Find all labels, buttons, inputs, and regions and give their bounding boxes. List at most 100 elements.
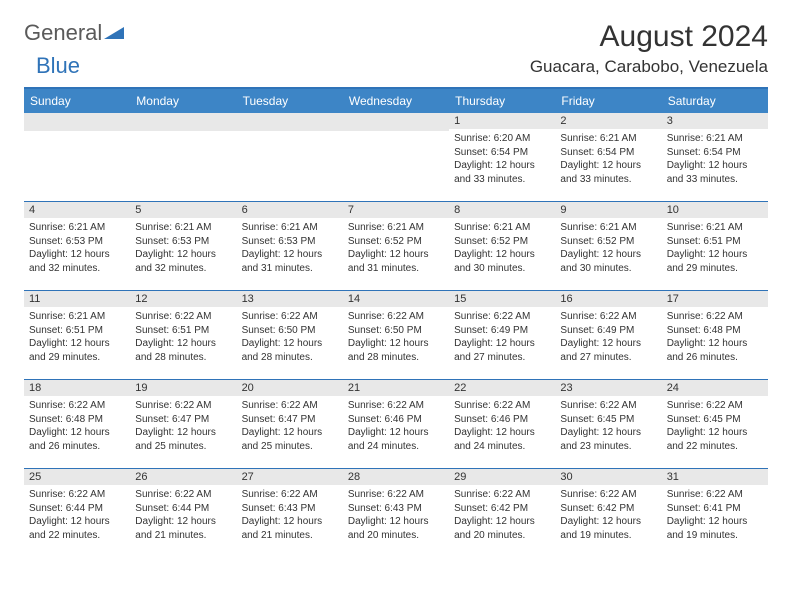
sunset-line: Sunset: 6:53 PM <box>242 235 338 249</box>
day-number: 14 <box>343 291 449 307</box>
weekday-header-cell: Monday <box>130 89 236 113</box>
day-number: 9 <box>555 202 661 218</box>
daylight-line: Daylight: 12 hours and 32 minutes. <box>29 248 125 275</box>
day-number: 8 <box>449 202 555 218</box>
sunrise-line: Sunrise: 6:21 AM <box>29 221 125 235</box>
daylight-line: Daylight: 12 hours and 28 minutes. <box>348 337 444 364</box>
daylight-line: Daylight: 12 hours and 32 minutes. <box>135 248 231 275</box>
day-details: Sunrise: 6:21 AMSunset: 6:53 PMDaylight:… <box>24 218 130 281</box>
day-number <box>343 113 449 131</box>
day-number: 11 <box>24 291 130 307</box>
calendar-day-cell: 7Sunrise: 6:21 AMSunset: 6:52 PMDaylight… <box>343 202 449 290</box>
sunset-line: Sunset: 6:47 PM <box>135 413 231 427</box>
day-number: 22 <box>449 380 555 396</box>
calendar-week-row: 25Sunrise: 6:22 AMSunset: 6:44 PMDayligh… <box>24 468 768 557</box>
daylight-line: Daylight: 12 hours and 28 minutes. <box>135 337 231 364</box>
day-number: 1 <box>449 113 555 129</box>
sunset-line: Sunset: 6:44 PM <box>29 502 125 516</box>
weekday-header-cell: Sunday <box>24 89 130 113</box>
sunrise-line: Sunrise: 6:22 AM <box>560 488 656 502</box>
daylight-line: Daylight: 12 hours and 21 minutes. <box>242 515 338 542</box>
daylight-line: Daylight: 12 hours and 30 minutes. <box>454 248 550 275</box>
day-details: Sunrise: 6:22 AMSunset: 6:45 PMDaylight:… <box>555 396 661 459</box>
sunset-line: Sunset: 6:52 PM <box>348 235 444 249</box>
weekday-header-cell: Friday <box>555 89 661 113</box>
sunrise-line: Sunrise: 6:22 AM <box>454 399 550 413</box>
calendar-day-cell: 2Sunrise: 6:21 AMSunset: 6:54 PMDaylight… <box>555 113 661 201</box>
calendar-day-cell: 28Sunrise: 6:22 AMSunset: 6:43 PMDayligh… <box>343 469 449 557</box>
logo-triangle-icon <box>104 25 126 41</box>
calendar-day-cell: 19Sunrise: 6:22 AMSunset: 6:47 PMDayligh… <box>130 380 236 468</box>
weekday-header-cell: Wednesday <box>343 89 449 113</box>
sunset-line: Sunset: 6:43 PM <box>242 502 338 516</box>
calendar-week-row: 18Sunrise: 6:22 AMSunset: 6:48 PMDayligh… <box>24 379 768 468</box>
sunset-line: Sunset: 6:45 PM <box>667 413 763 427</box>
calendar-day-cell: 26Sunrise: 6:22 AMSunset: 6:44 PMDayligh… <box>130 469 236 557</box>
day-details: Sunrise: 6:22 AMSunset: 6:48 PMDaylight:… <box>662 307 768 370</box>
calendar-day-cell <box>130 113 236 201</box>
daylight-line: Daylight: 12 hours and 19 minutes. <box>560 515 656 542</box>
sunset-line: Sunset: 6:54 PM <box>560 146 656 160</box>
calendar-day-cell: 18Sunrise: 6:22 AMSunset: 6:48 PMDayligh… <box>24 380 130 468</box>
calendar-day-cell: 27Sunrise: 6:22 AMSunset: 6:43 PMDayligh… <box>237 469 343 557</box>
sunset-line: Sunset: 6:46 PM <box>454 413 550 427</box>
daylight-line: Daylight: 12 hours and 25 minutes. <box>135 426 231 453</box>
sunrise-line: Sunrise: 6:22 AM <box>667 488 763 502</box>
calendar-day-cell: 5Sunrise: 6:21 AMSunset: 6:53 PMDaylight… <box>130 202 236 290</box>
day-details: Sunrise: 6:21 AMSunset: 6:54 PMDaylight:… <box>555 129 661 192</box>
sunset-line: Sunset: 6:52 PM <box>560 235 656 249</box>
day-details: Sunrise: 6:21 AMSunset: 6:51 PMDaylight:… <box>24 307 130 370</box>
calendar-week-row: 1Sunrise: 6:20 AMSunset: 6:54 PMDaylight… <box>24 113 768 201</box>
sunrise-line: Sunrise: 6:22 AM <box>454 310 550 324</box>
daylight-line: Daylight: 12 hours and 33 minutes. <box>667 159 763 186</box>
sunset-line: Sunset: 6:41 PM <box>667 502 763 516</box>
daylight-line: Daylight: 12 hours and 25 minutes. <box>242 426 338 453</box>
sunset-line: Sunset: 6:48 PM <box>29 413 125 427</box>
calendar-day-cell: 15Sunrise: 6:22 AMSunset: 6:49 PMDayligh… <box>449 291 555 379</box>
day-details: Sunrise: 6:22 AMSunset: 6:45 PMDaylight:… <box>662 396 768 459</box>
sunset-line: Sunset: 6:51 PM <box>135 324 231 338</box>
day-details: Sunrise: 6:22 AMSunset: 6:50 PMDaylight:… <box>343 307 449 370</box>
calendar-day-cell: 12Sunrise: 6:22 AMSunset: 6:51 PMDayligh… <box>130 291 236 379</box>
sunrise-line: Sunrise: 6:22 AM <box>348 310 444 324</box>
sunrise-line: Sunrise: 6:21 AM <box>667 221 763 235</box>
calendar-day-cell <box>237 113 343 201</box>
day-details: Sunrise: 6:22 AMSunset: 6:47 PMDaylight:… <box>130 396 236 459</box>
day-number: 24 <box>662 380 768 396</box>
day-number: 16 <box>555 291 661 307</box>
sunset-line: Sunset: 6:54 PM <box>454 146 550 160</box>
day-details: Sunrise: 6:22 AMSunset: 6:43 PMDaylight:… <box>343 485 449 548</box>
day-number: 13 <box>237 291 343 307</box>
sunrise-line: Sunrise: 6:22 AM <box>560 399 656 413</box>
day-number <box>24 113 130 131</box>
month-title: August 2024 <box>530 20 768 53</box>
day-details: Sunrise: 6:21 AMSunset: 6:52 PMDaylight:… <box>555 218 661 281</box>
day-details: Sunrise: 6:22 AMSunset: 6:46 PMDaylight:… <box>449 396 555 459</box>
sunrise-line: Sunrise: 6:22 AM <box>454 488 550 502</box>
calendar-body: 1Sunrise: 6:20 AMSunset: 6:54 PMDaylight… <box>24 113 768 557</box>
logo-word2: Blue <box>36 53 80 78</box>
daylight-line: Daylight: 12 hours and 22 minutes. <box>29 515 125 542</box>
sunrise-line: Sunrise: 6:22 AM <box>242 399 338 413</box>
sunrise-line: Sunrise: 6:21 AM <box>667 132 763 146</box>
calendar-day-cell: 30Sunrise: 6:22 AMSunset: 6:42 PMDayligh… <box>555 469 661 557</box>
daylight-line: Daylight: 12 hours and 20 minutes. <box>348 515 444 542</box>
sunset-line: Sunset: 6:43 PM <box>348 502 444 516</box>
sunset-line: Sunset: 6:46 PM <box>348 413 444 427</box>
daylight-line: Daylight: 12 hours and 22 minutes. <box>667 426 763 453</box>
calendar-day-cell: 9Sunrise: 6:21 AMSunset: 6:52 PMDaylight… <box>555 202 661 290</box>
calendar-week-row: 11Sunrise: 6:21 AMSunset: 6:51 PMDayligh… <box>24 290 768 379</box>
day-details: Sunrise: 6:22 AMSunset: 6:46 PMDaylight:… <box>343 396 449 459</box>
daylight-line: Daylight: 12 hours and 26 minutes. <box>667 337 763 364</box>
sunrise-line: Sunrise: 6:22 AM <box>29 488 125 502</box>
calendar-day-cell: 21Sunrise: 6:22 AMSunset: 6:46 PMDayligh… <box>343 380 449 468</box>
calendar-day-cell: 23Sunrise: 6:22 AMSunset: 6:45 PMDayligh… <box>555 380 661 468</box>
calendar-day-cell: 31Sunrise: 6:22 AMSunset: 6:41 PMDayligh… <box>662 469 768 557</box>
day-details: Sunrise: 6:22 AMSunset: 6:47 PMDaylight:… <box>237 396 343 459</box>
calendar-day-cell: 10Sunrise: 6:21 AMSunset: 6:51 PMDayligh… <box>662 202 768 290</box>
day-details: Sunrise: 6:21 AMSunset: 6:51 PMDaylight:… <box>662 218 768 281</box>
sunset-line: Sunset: 6:51 PM <box>29 324 125 338</box>
sunrise-line: Sunrise: 6:22 AM <box>242 310 338 324</box>
sunrise-line: Sunrise: 6:22 AM <box>29 399 125 413</box>
sunrise-line: Sunrise: 6:22 AM <box>135 488 231 502</box>
